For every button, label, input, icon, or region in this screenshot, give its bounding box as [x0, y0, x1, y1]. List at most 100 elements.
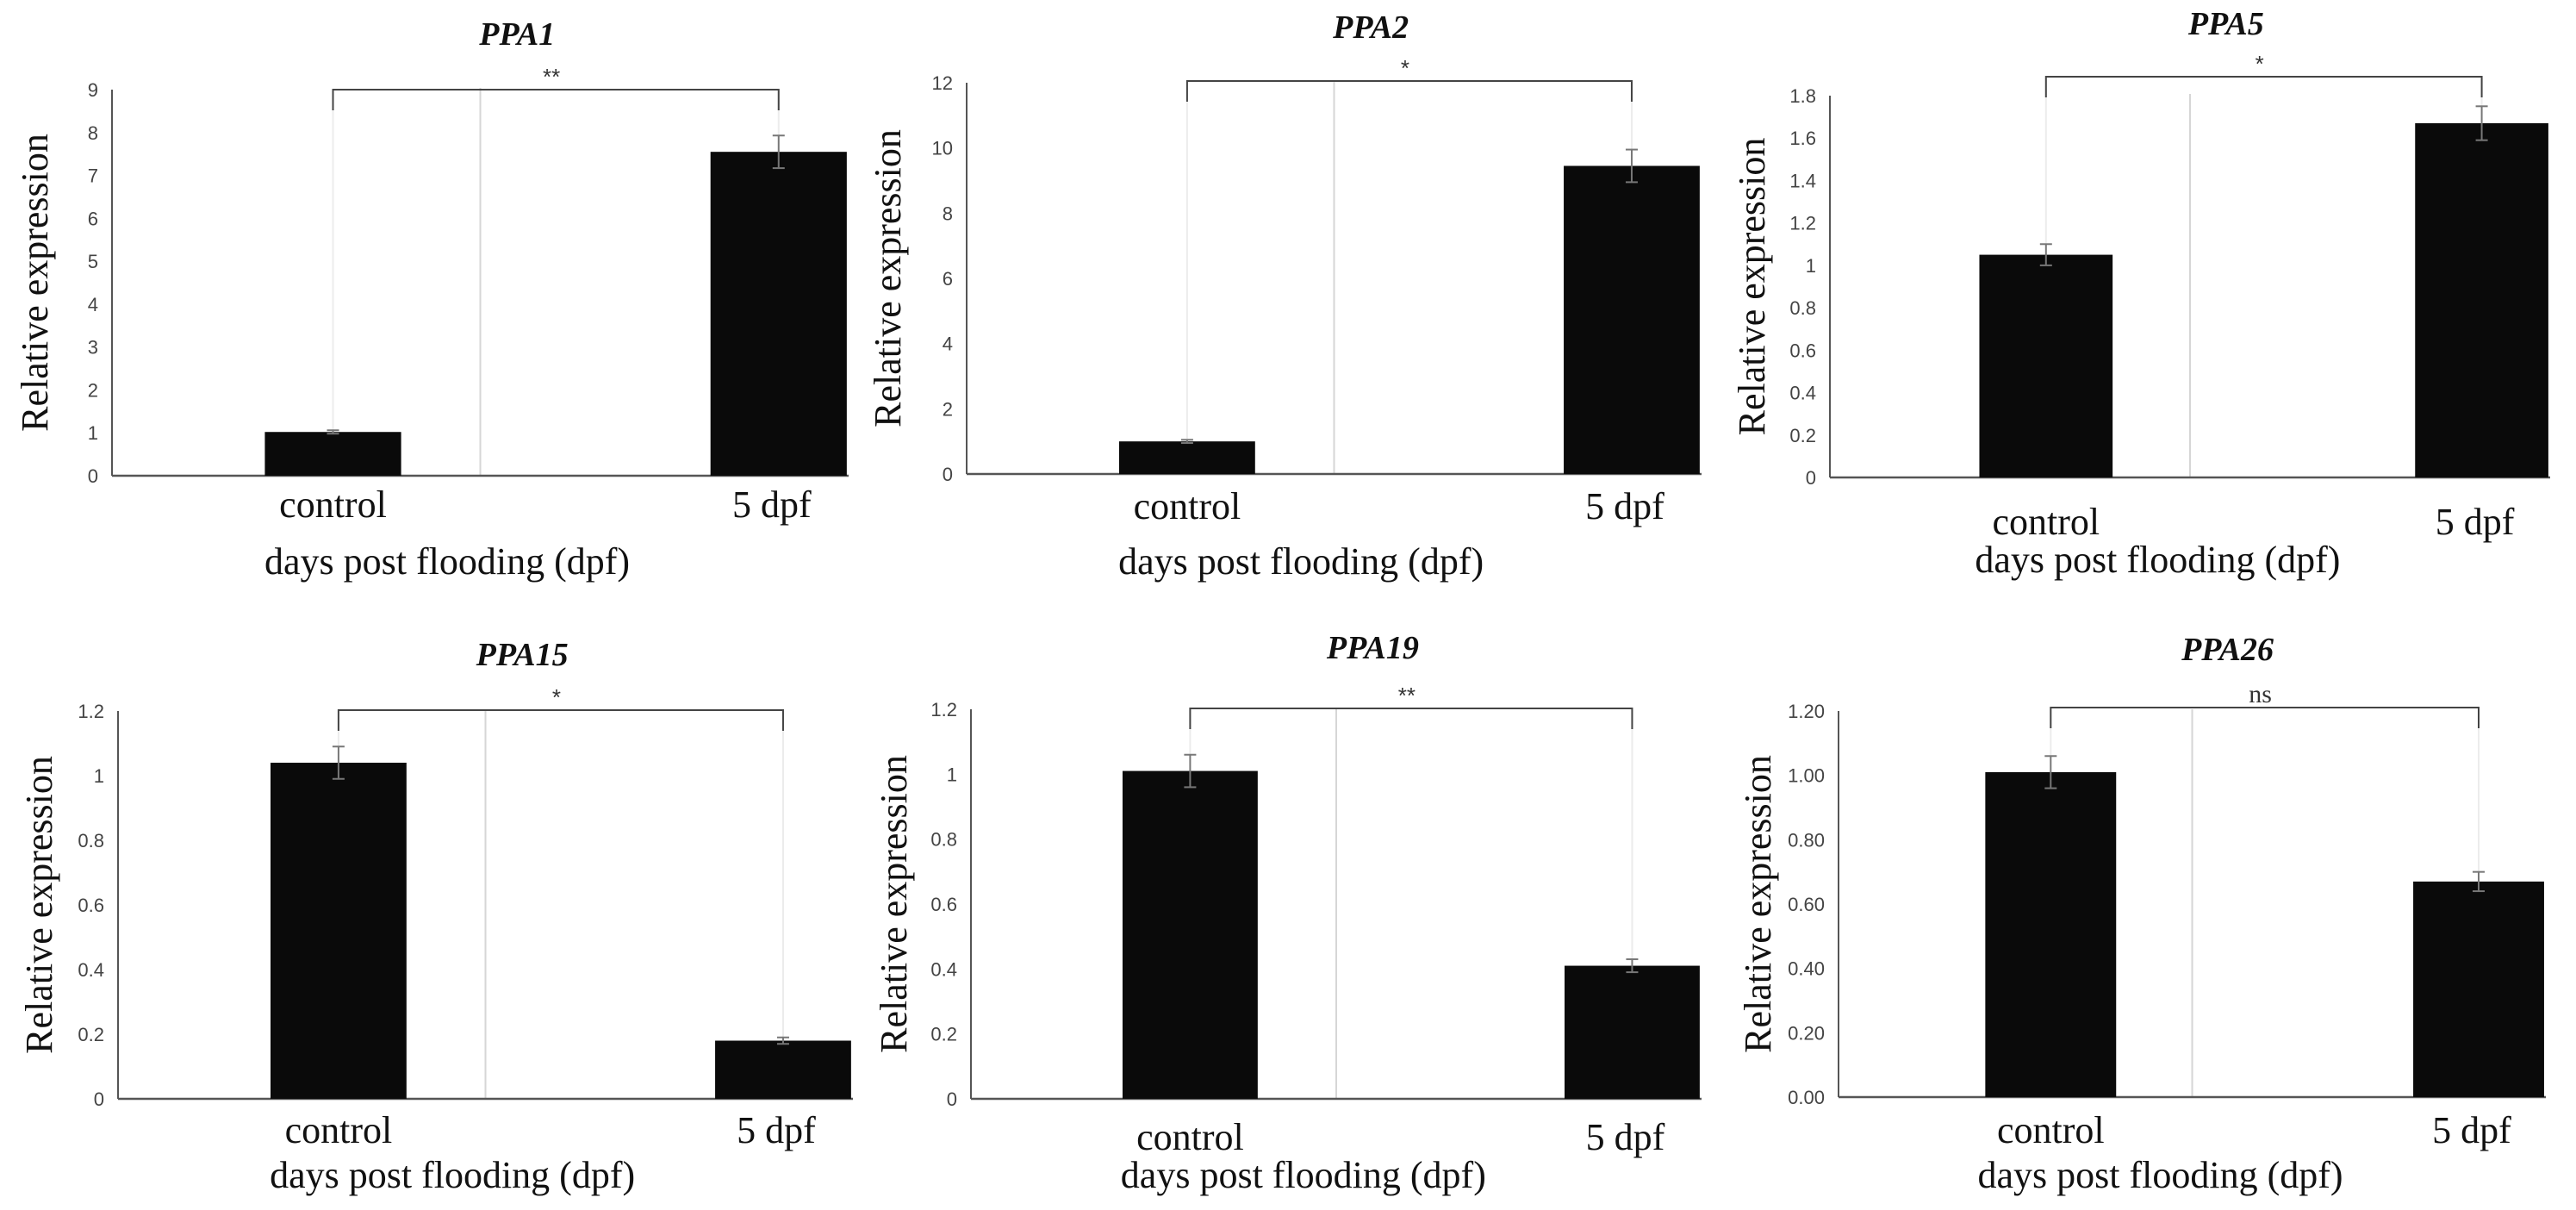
significance-bracket [1185, 80, 1633, 102]
y-axis-label: Relative expression [14, 134, 56, 432]
significance-bracket [1189, 708, 1633, 729]
x-category-label: control [1136, 1116, 1244, 1158]
y-tick-label: 8 [88, 122, 98, 144]
x-category-label: control [1992, 501, 2100, 543]
y-tick-label: 2 [88, 379, 98, 401]
bar-5-dpf [715, 1040, 851, 1099]
significance-bracket [337, 709, 784, 731]
chart-panel-ppa26: PPA26 0.00 0.20 0.40 0.60 0.80 1.00 1.20 Relativ… [1737, 632, 2546, 1196]
y-tick-label: 0.60 [1788, 894, 1825, 915]
x-category-label: 5 dpf [732, 483, 812, 526]
chart-title: PPA2 [1332, 9, 1409, 46]
y-tick-label: 1.4 [1789, 170, 1816, 191]
chart-title: PPA26 [2181, 632, 2274, 668]
x-category-label: 5 dpf [2432, 1109, 2511, 1151]
y-tick-label: 0.4 [1789, 383, 1816, 404]
y-tick-label: 0.40 [1788, 958, 1825, 980]
significance-label: * [1401, 55, 1409, 81]
y-tick-label: 0 [943, 464, 953, 485]
y-tick-label: 0.6 [930, 894, 957, 915]
significance-label: ns [2249, 680, 2272, 708]
y-tick-label: 0.6 [78, 895, 104, 916]
x-category-label: control [285, 1109, 393, 1151]
y-tick-label: 0 [947, 1088, 957, 1110]
y-tick-label: 12 [932, 72, 953, 94]
y-tick-label: 4 [88, 294, 98, 315]
y-tick-label: 0.2 [1789, 425, 1816, 446]
y-tick-label: 1.20 [1788, 701, 1825, 722]
x-category-label: 5 dpf [1585, 485, 1664, 527]
y-axis-label: Relative expression [18, 756, 60, 1054]
x-axis-label: days post flooding (dpf) [270, 1154, 635, 1196]
bar-control [1985, 771, 2117, 1097]
chart-title: PPA5 [2187, 6, 2264, 42]
y-tick-label: 1.2 [78, 701, 104, 722]
y-tick-label: 1 [88, 422, 98, 444]
y-tick-label: 0.2 [930, 1024, 957, 1045]
significance-bracket [2050, 707, 2480, 728]
bar-5-dpf [2413, 881, 2544, 1097]
chart-title: PPA1 [478, 16, 555, 53]
y-tick-label: 9 [88, 79, 98, 101]
chart-panel-ppa19: PPA19 0 0.2 0.4 0.6 0.8 1 1.2 Relative expressio… [873, 630, 1702, 1196]
significance-bracket [2044, 76, 2483, 97]
bar-5-dpf [1564, 165, 1700, 474]
x-category-label: 5 dpf [2436, 501, 2515, 543]
y-tick-label: 0 [1806, 467, 1816, 489]
y-tick-label: 0.20 [1788, 1022, 1825, 1044]
y-tick-label: 1 [94, 765, 104, 787]
y-tick-label: 0.2 [78, 1024, 104, 1045]
x-category-label: control [279, 483, 387, 526]
y-tick-label: 1.00 [1788, 765, 1825, 787]
y-axis-label: Relative expression [873, 755, 915, 1053]
y-tick-label: 3 [88, 337, 98, 359]
y-tick-label: 5 [88, 251, 98, 272]
y-tick-label: 0.80 [1788, 829, 1825, 851]
y-axis-label: Relative expression [867, 129, 909, 427]
y-tick-label: 1.2 [930, 699, 957, 720]
chart-panel-ppa15: PPA15 0 0.2 0.4 0.6 0.8 1 1.2 Relative expressio… [18, 637, 853, 1196]
x-axis-label: days post flooding (dpf) [1121, 1154, 1486, 1196]
y-tick-label: 6 [943, 268, 953, 290]
y-tick-label: 0.8 [1789, 297, 1816, 319]
y-tick-label: 1.2 [1789, 213, 1816, 234]
y-tick-label: 0.8 [930, 829, 957, 851]
chart-title: PPA15 [476, 637, 569, 673]
x-category-label: control [1997, 1109, 2105, 1151]
bar-control [1122, 770, 1258, 1099]
y-tick-label: 10 [932, 138, 953, 159]
y-axis-label: Relative expression [1737, 755, 1779, 1053]
bar-control [270, 763, 407, 1099]
y-tick-label: 8 [943, 203, 953, 224]
y-tick-label: 0.00 [1788, 1087, 1825, 1108]
significance-bracket [332, 89, 780, 110]
y-tick-label: 0.6 [1789, 340, 1816, 361]
chart-panel-ppa5: PPA5 0 0.2 0.4 0.6 0.8 1 1.2 1.4 1.6 1.8 Relative e… [1731, 6, 2550, 581]
y-tick-label: 0.4 [78, 959, 104, 981]
bar-5-dpf [710, 152, 847, 476]
x-axis-label: days post flooding (dpf) [264, 540, 630, 583]
significance-label: * [552, 684, 561, 710]
y-tick-label: 0.8 [78, 830, 104, 851]
bar-control [1118, 441, 1255, 474]
x-axis-label: days post flooding (dpf) [1975, 539, 2340, 581]
chart-title: PPA19 [1326, 630, 1419, 666]
bar-control [264, 432, 401, 476]
y-tick-label: 1 [1806, 255, 1816, 277]
y-tick-label: 1.8 [1789, 85, 1816, 107]
chart-panel-ppa1: PPA1 0 1 2 3 4 5 6 7 8 9 Relative expression ** contr… [14, 16, 849, 583]
chart-panel-ppa2: PPA2 0 2 4 6 8 10 12 Relative expression * control… [867, 9, 1702, 583]
y-tick-label: 1.6 [1789, 128, 1816, 149]
y-tick-label: 2 [943, 398, 953, 420]
y-tick-label: 7 [88, 165, 98, 187]
significance-label: ** [1398, 683, 1416, 708]
significance-label: ** [543, 64, 560, 90]
y-tick-label: 4 [943, 334, 953, 355]
x-category-label: 5 dpf [737, 1109, 816, 1151]
x-axis-label: days post flooding (dpf) [1118, 540, 1484, 583]
x-category-label: control [1134, 485, 1241, 527]
bar-5-dpf [2415, 122, 2548, 477]
x-axis-label: days post flooding (dpf) [1978, 1154, 2343, 1196]
y-axis-label: Relative expression [1731, 138, 1773, 436]
